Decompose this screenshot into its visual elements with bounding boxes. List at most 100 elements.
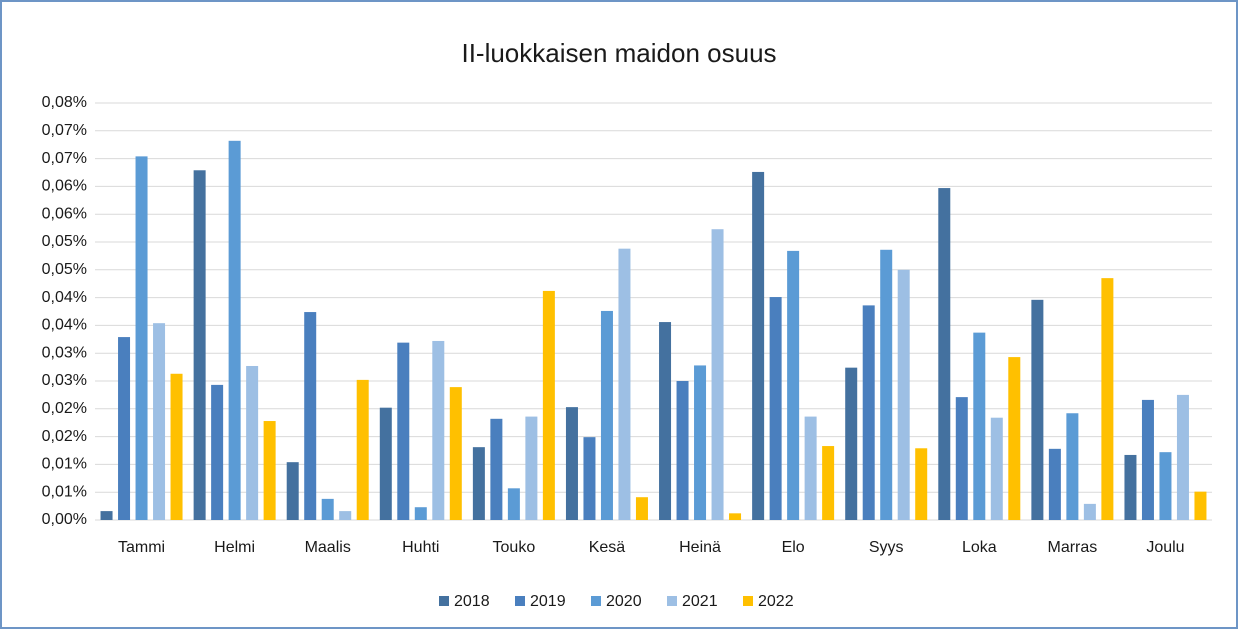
- bar: [414, 507, 427, 520]
- bar: [472, 447, 485, 520]
- bar: [170, 373, 183, 520]
- legend-swatch: [591, 596, 601, 606]
- y-tick-label: 0,05%: [42, 233, 87, 250]
- legend-swatch: [743, 596, 753, 606]
- bar: [135, 156, 148, 520]
- bar: [1124, 454, 1137, 520]
- bar: [955, 397, 968, 520]
- bar: [694, 365, 707, 520]
- y-tick-label: 0,01%: [42, 456, 87, 473]
- y-tick-label: 0,08%: [42, 94, 87, 111]
- legend-swatch: [667, 596, 677, 606]
- bar: [507, 488, 520, 520]
- bar: [1141, 399, 1154, 520]
- bar: [880, 249, 893, 520]
- bar: [1159, 452, 1172, 520]
- bar: [583, 437, 596, 520]
- bar: [153, 323, 166, 520]
- x-tick-label: Tammi: [118, 539, 165, 556]
- bar: [1194, 491, 1207, 520]
- y-tick-label: 0,02%: [42, 400, 87, 417]
- bar: [246, 365, 259, 520]
- legend-label: 2021: [682, 593, 718, 610]
- bar: [973, 332, 986, 520]
- bar: [193, 170, 206, 520]
- y-tick-label: 0,01%: [42, 483, 87, 500]
- bar: [659, 322, 672, 520]
- bar: [356, 379, 369, 520]
- y-tick-label: 0,05%: [42, 261, 87, 278]
- bar: [845, 367, 858, 520]
- bar: [286, 462, 299, 520]
- chart-title: II-luokkaisen maidon osuus: [461, 38, 776, 68]
- x-tick-label: Joulu: [1146, 539, 1184, 556]
- bar: [397, 342, 410, 520]
- bar: [542, 290, 555, 520]
- y-tick-label: 0,06%: [42, 178, 87, 195]
- bar: [525, 416, 538, 520]
- bar: [1008, 357, 1021, 520]
- y-tick-label: 0,04%: [42, 317, 87, 334]
- bar: [897, 269, 910, 520]
- bar: [990, 417, 1003, 520]
- bar: [600, 310, 613, 520]
- bar: [1031, 299, 1044, 520]
- x-tick-label: Maalis: [305, 539, 351, 556]
- legend-label: 2020: [606, 593, 642, 610]
- y-tick-label: 0,02%: [42, 428, 87, 445]
- bar: [339, 511, 352, 520]
- y-tick-label: 0,04%: [42, 289, 87, 306]
- x-tick-label: Huhti: [402, 539, 439, 556]
- y-tick-label: 0,03%: [42, 372, 87, 389]
- legend-swatch: [439, 596, 449, 606]
- bar: [449, 387, 462, 520]
- bar: [228, 140, 241, 521]
- legend-label: 2018: [454, 593, 490, 610]
- bar: [711, 229, 724, 520]
- x-tick-label: Syys: [869, 539, 904, 556]
- x-tick-label: Kesä: [589, 539, 626, 556]
- bar: [915, 448, 928, 520]
- bar: [1066, 413, 1079, 520]
- bar: [938, 188, 951, 520]
- bar: [263, 421, 276, 520]
- x-tick-label: Marras: [1047, 539, 1097, 556]
- y-tick-label: 0,07%: [42, 150, 87, 167]
- bar: [432, 340, 445, 520]
- bar: [304, 312, 317, 520]
- bar: [1101, 278, 1114, 520]
- bar: [862, 305, 875, 520]
- bar: [769, 297, 782, 520]
- bar: [752, 171, 765, 520]
- bar: [635, 497, 648, 520]
- x-tick-label: Loka: [962, 539, 997, 556]
- y-tick-label: 0,00%: [42, 511, 87, 528]
- bar: [1176, 394, 1189, 520]
- y-tick-label: 0,03%: [42, 344, 87, 361]
- bar: [379, 407, 392, 520]
- x-tick-label: Heinä: [679, 539, 721, 556]
- y-tick-label: 0,07%: [42, 122, 87, 139]
- bar: [787, 250, 800, 520]
- bar: [321, 498, 334, 520]
- bar: [618, 248, 631, 520]
- y-tick-label: 0,06%: [42, 205, 87, 222]
- bar: [1083, 503, 1096, 520]
- bar: [804, 416, 817, 520]
- x-tick-label: Helmi: [214, 539, 255, 556]
- bar: [490, 418, 503, 520]
- bar: [100, 511, 113, 520]
- bar: [676, 381, 689, 520]
- bar: [1048, 448, 1061, 520]
- x-tick-label: Touko: [493, 539, 536, 556]
- bar: [565, 407, 578, 520]
- bar: [822, 446, 835, 520]
- legend-swatch: [515, 596, 525, 606]
- bar: [729, 513, 742, 520]
- legend-label: 2022: [758, 593, 794, 610]
- bar: [211, 384, 224, 520]
- legend-label: 2019: [530, 593, 566, 610]
- bar: [118, 337, 131, 520]
- x-tick-label: Elo: [782, 539, 805, 556]
